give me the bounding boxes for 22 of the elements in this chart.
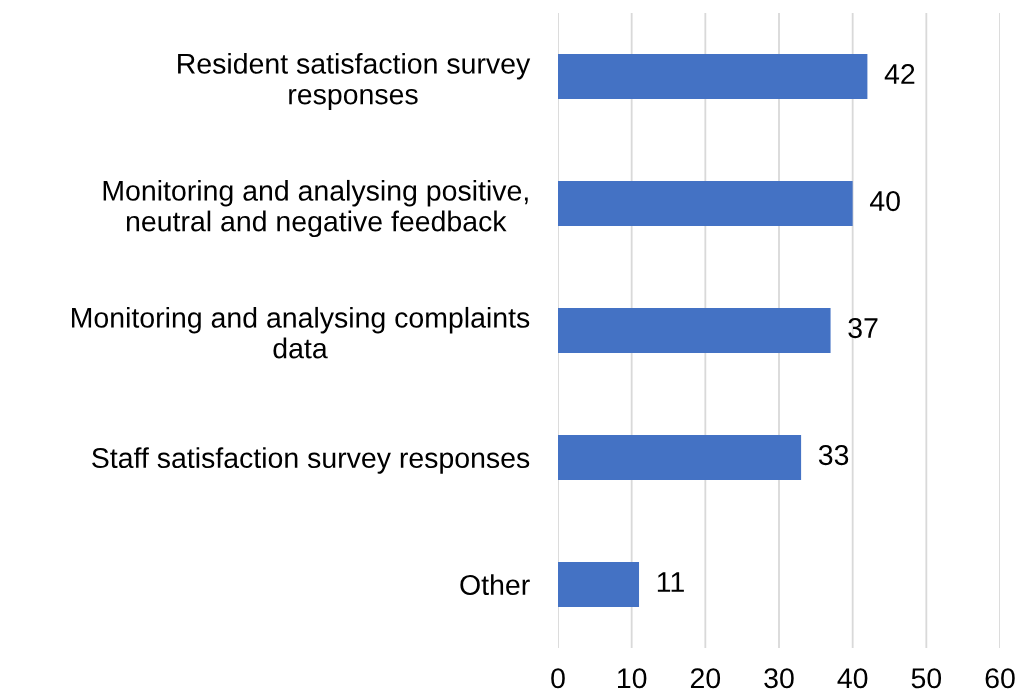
bar: [558, 434, 802, 481]
y-tick-label: Other: [460, 574, 530, 596]
x-tick-label: 60: [985, 668, 1015, 689]
x-tick-label: 20: [690, 668, 721, 689]
data-label: 42: [884, 63, 915, 84]
data-label: 37: [848, 317, 878, 339]
y-tick-label: Monitoring and analysing positive, neutral and negative feedback: [103, 179, 528, 238]
bar: [558, 561, 640, 608]
x-tick-label: 0: [551, 668, 565, 689]
data-label: 40: [869, 190, 900, 212]
x-tick-label: 50: [911, 668, 942, 689]
data-label: 11: [657, 572, 684, 592]
x-tick-label: 10: [618, 668, 647, 689]
y-tick-label: Resident satisfaction survey responses: [178, 52, 531, 111]
bar: [558, 53, 868, 100]
x-tick-label: 30: [764, 668, 794, 689]
bar: [558, 307, 831, 354]
x-tick-label: 40: [837, 668, 868, 689]
data-label: 33: [818, 444, 849, 466]
y-tick-label: Staff satisfaction survey responses: [92, 447, 530, 474]
y-tick-label: Monitoring and analysing complaints data: [72, 306, 530, 359]
bar: [558, 180, 853, 227]
